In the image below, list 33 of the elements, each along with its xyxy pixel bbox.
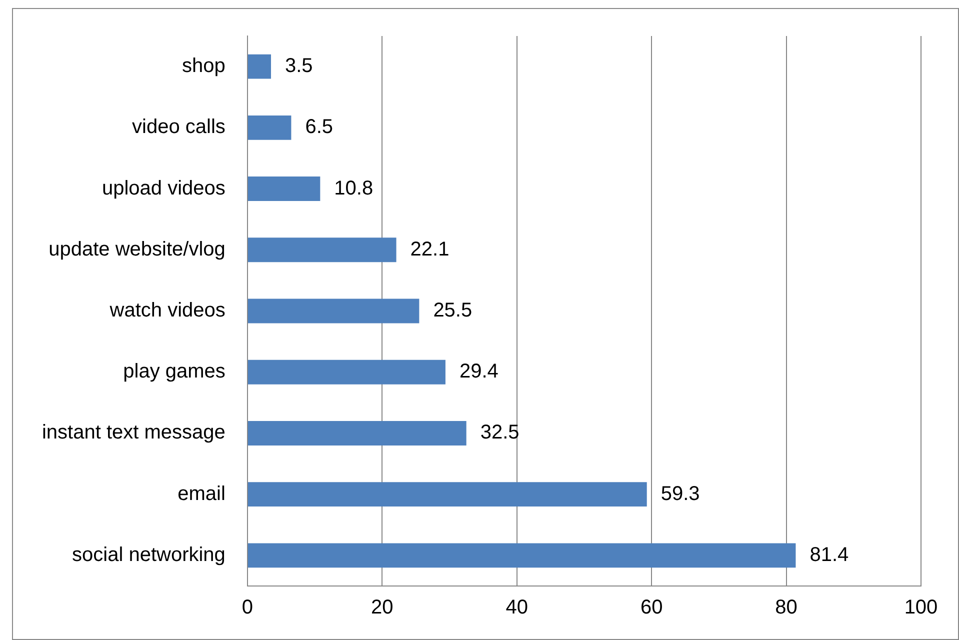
data-label: 6.5	[305, 116, 334, 138]
x-tick-label: 40	[506, 596, 528, 619]
y-tick-label: play games	[123, 360, 226, 383]
x-tick-label: 100	[904, 596, 938, 619]
y-tick-label: video calls	[132, 116, 226, 138]
x-tick-label: 20	[371, 596, 394, 619]
x-tick-label: 80	[775, 596, 798, 619]
bar	[248, 543, 796, 568]
y-tick-label: upload videos	[102, 177, 226, 200]
x-tick-label: 0	[242, 596, 253, 619]
bar	[248, 176, 320, 201]
bar	[248, 360, 446, 384]
bar	[248, 115, 292, 140]
y-tick-label: email	[178, 482, 226, 505]
bar	[248, 238, 396, 262]
data-label: 22.1	[410, 238, 450, 260]
data-label: 25.5	[433, 300, 472, 322]
bar	[248, 421, 466, 446]
bar	[248, 298, 420, 324]
y-tick-label: update website/vlog	[48, 238, 226, 260]
bar	[248, 482, 647, 507]
data-label: 29.4	[459, 360, 498, 383]
y-tick-label: watch videos	[108, 300, 226, 322]
data-label: 81.4	[810, 544, 849, 566]
data-label: 32.5	[480, 422, 520, 444]
x-tick-label: 60	[640, 596, 663, 619]
data-label: 3.5	[285, 55, 313, 78]
data-label: 59.3	[660, 482, 700, 505]
y-tick-label: shop	[182, 55, 226, 78]
y-tick-label: social networking	[72, 544, 226, 566]
y-tick-label: instant text message	[42, 422, 226, 444]
bar	[248, 54, 272, 79]
data-label: 10.8	[334, 177, 374, 200]
